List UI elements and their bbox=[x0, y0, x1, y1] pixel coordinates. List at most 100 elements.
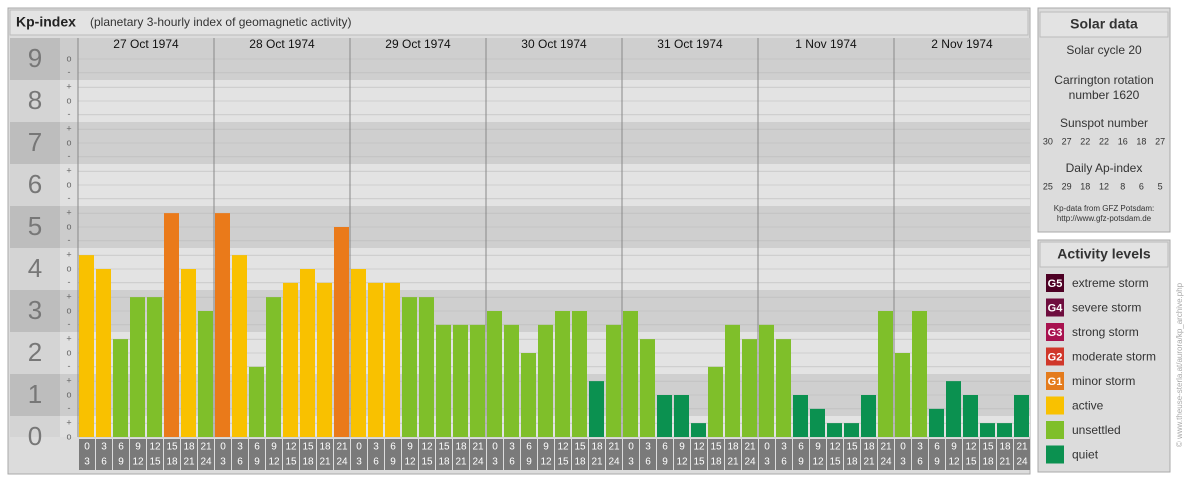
bar bbox=[742, 339, 757, 437]
bar bbox=[640, 339, 655, 437]
legend-badge: G2 bbox=[1048, 351, 1063, 363]
minor-band bbox=[60, 38, 78, 80]
bar bbox=[317, 282, 332, 437]
hour-box bbox=[436, 439, 452, 470]
hour-box bbox=[249, 439, 265, 470]
hour-label: 6 bbox=[373, 457, 379, 468]
hour-box bbox=[368, 439, 384, 470]
hour-box bbox=[946, 439, 962, 470]
legend-swatch bbox=[1046, 274, 1064, 292]
minor-tick-label: - bbox=[68, 109, 71, 119]
minor-tick-label: - bbox=[68, 193, 71, 203]
day-label: 27 Oct 1974 bbox=[113, 37, 179, 51]
hour-label: 6 bbox=[917, 457, 923, 468]
hour-box bbox=[147, 439, 163, 470]
bar bbox=[657, 395, 672, 437]
sunspot-value: 27 bbox=[1155, 136, 1165, 146]
hour-label: 21 bbox=[319, 457, 331, 468]
hour-box bbox=[215, 439, 231, 470]
bar bbox=[504, 324, 519, 437]
minor-tick-label: + bbox=[66, 376, 71, 386]
hour-box bbox=[164, 439, 180, 470]
hour-label: 0 bbox=[220, 442, 226, 453]
hour-box bbox=[334, 439, 350, 470]
hour-label: 3 bbox=[764, 457, 770, 468]
hour-box bbox=[351, 439, 367, 470]
hour-box bbox=[776, 439, 792, 470]
hour-label: 24 bbox=[608, 457, 620, 468]
hour-label: 3 bbox=[237, 442, 243, 453]
hour-label: 3 bbox=[628, 457, 634, 468]
hour-box bbox=[181, 439, 197, 470]
hour-label: 18 bbox=[455, 442, 467, 453]
bar bbox=[181, 269, 196, 437]
hour-label: 24 bbox=[200, 457, 212, 468]
hour-label: 21 bbox=[1016, 442, 1028, 453]
hour-box bbox=[198, 439, 214, 470]
bar bbox=[249, 366, 264, 437]
hour-label: 15 bbox=[965, 457, 977, 468]
hour-box bbox=[521, 439, 537, 470]
hour-box bbox=[385, 439, 401, 470]
solar-title: Solar data bbox=[1070, 16, 1138, 32]
bar bbox=[198, 311, 213, 437]
minor-tick-label: + bbox=[66, 292, 71, 302]
axis-band bbox=[10, 206, 60, 248]
hour-label: 0 bbox=[764, 442, 770, 453]
hour-box bbox=[283, 439, 299, 470]
hour-box bbox=[674, 439, 690, 470]
bar bbox=[759, 324, 774, 437]
minor-tick-label: + bbox=[66, 208, 71, 218]
hour-box bbox=[725, 439, 741, 470]
solar-title-bar bbox=[1039, 11, 1169, 38]
minor-tick-label: + bbox=[66, 166, 71, 176]
sunspot-value: 22 bbox=[1080, 136, 1090, 146]
hour-label: 15 bbox=[846, 442, 858, 453]
hour-label: 18 bbox=[319, 442, 331, 453]
axis-band bbox=[10, 290, 60, 332]
bar bbox=[793, 395, 808, 437]
legend-label: moderate storm bbox=[1072, 350, 1156, 364]
hour-label: 21 bbox=[744, 442, 756, 453]
hour-label: 18 bbox=[727, 442, 739, 453]
hour-label: 0 bbox=[628, 442, 634, 453]
minor-tick-label: - bbox=[68, 151, 71, 161]
hour-label: 21 bbox=[200, 442, 212, 453]
y-tick-label: 6 bbox=[28, 169, 42, 199]
day-label: 29 Oct 1974 bbox=[385, 37, 451, 51]
bar bbox=[963, 395, 978, 437]
hour-label: 15 bbox=[302, 442, 314, 453]
carrington: number 1620 bbox=[1069, 88, 1140, 102]
bar bbox=[334, 227, 349, 437]
sunspot-value: 27 bbox=[1062, 136, 1072, 146]
axis-band bbox=[10, 416, 60, 437]
bar bbox=[878, 311, 893, 437]
hour-label: 6 bbox=[254, 442, 260, 453]
hour-label: 0 bbox=[84, 442, 90, 453]
hour-label: 21 bbox=[472, 442, 484, 453]
ap-value: 5 bbox=[1158, 181, 1163, 191]
bar bbox=[1014, 395, 1029, 437]
hour-label: 24 bbox=[336, 457, 348, 468]
hour-label: 18 bbox=[846, 457, 858, 468]
hour-label: 12 bbox=[948, 457, 960, 468]
solar-panel bbox=[1037, 7, 1171, 233]
legend-swatch bbox=[1046, 445, 1064, 464]
hour-label: 3 bbox=[356, 457, 362, 468]
bar bbox=[385, 282, 400, 437]
bar bbox=[946, 381, 961, 437]
hour-label: 6 bbox=[645, 457, 651, 468]
hour-box bbox=[980, 439, 996, 470]
sunspot-value: 16 bbox=[1118, 136, 1128, 146]
minor-tick-label: o bbox=[66, 221, 71, 231]
bar bbox=[691, 423, 706, 437]
hour-label: 3 bbox=[84, 457, 90, 468]
hour-label: 9 bbox=[679, 442, 685, 453]
hour-box bbox=[266, 439, 282, 470]
axis-band bbox=[10, 248, 60, 290]
minor-tick-label: + bbox=[66, 418, 71, 428]
minor-tick-label: o bbox=[66, 431, 71, 441]
hour-label: 18 bbox=[438, 457, 450, 468]
hour-box bbox=[844, 439, 860, 470]
